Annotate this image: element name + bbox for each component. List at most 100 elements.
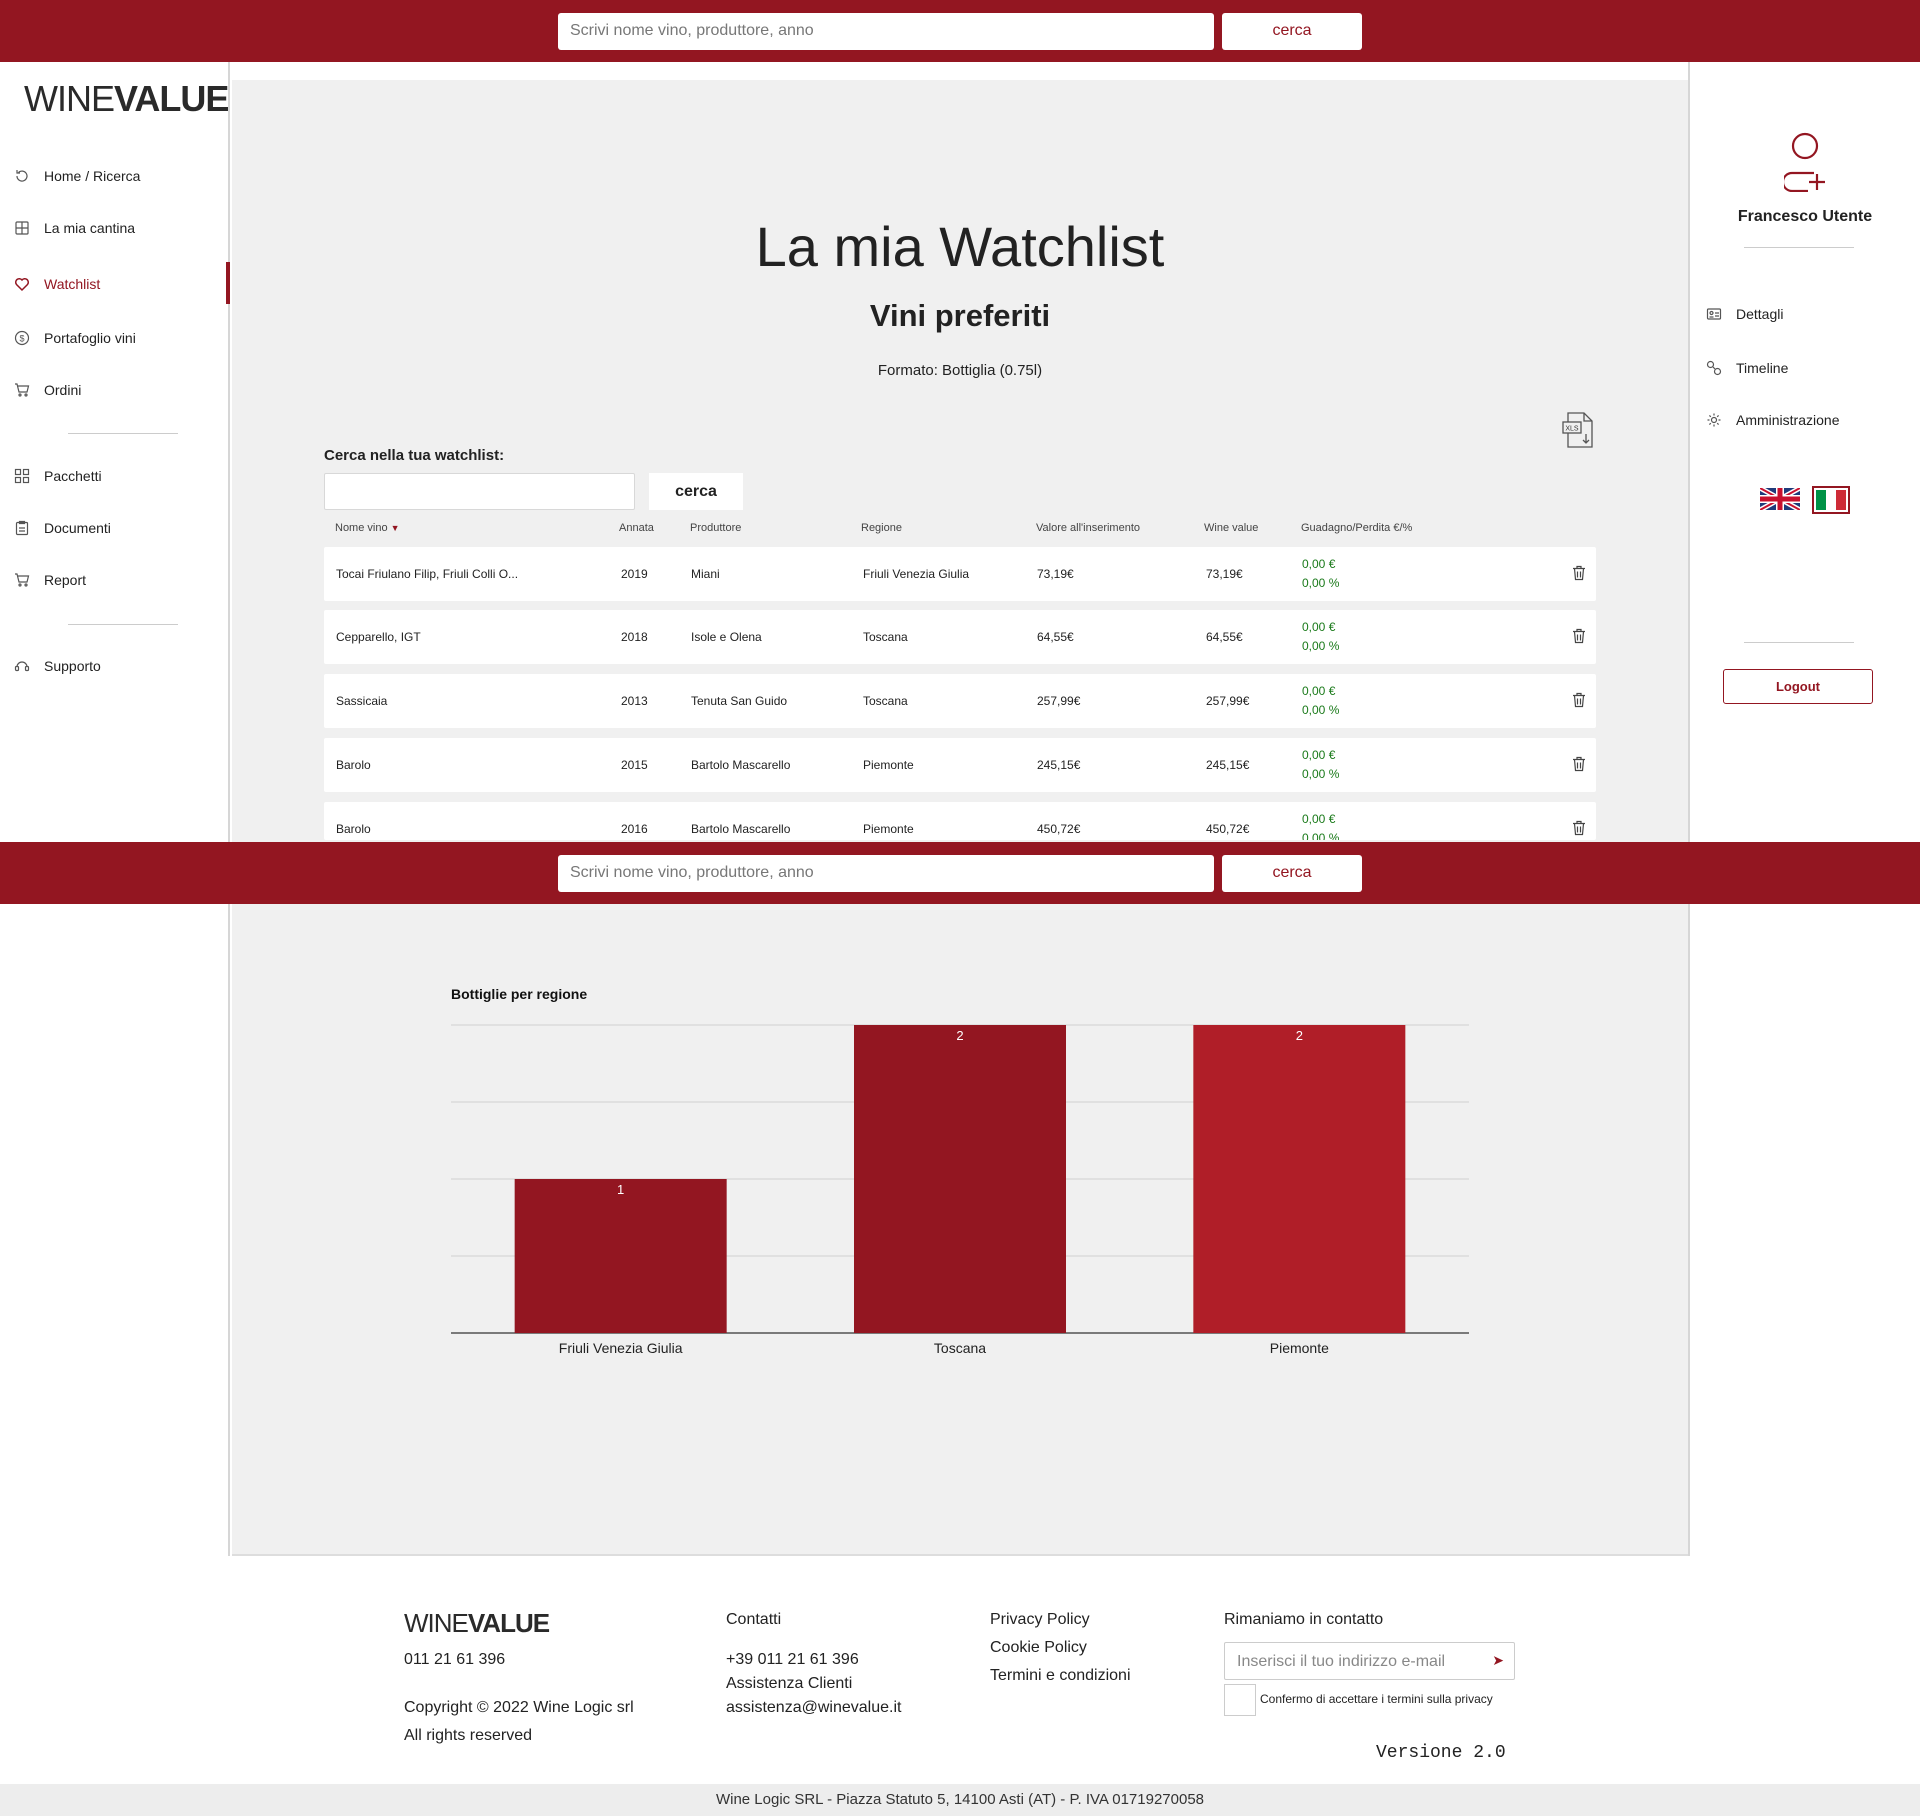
footer-logo-light: WINE xyxy=(404,1608,469,1638)
x-tick-label: Friuli Venezia Giulia xyxy=(559,1340,683,1356)
logout-button[interactable]: Logout xyxy=(1723,669,1873,704)
logo-bold: VALUE xyxy=(114,78,229,119)
cell-region: Toscana xyxy=(863,694,908,708)
bar-friuli-venezia-giulia[interactable] xyxy=(514,1179,727,1333)
user-panel xyxy=(1688,62,1920,842)
format-label: Formato: Bottiglia (0.75l) xyxy=(877,362,1043,379)
cell-gain: 0,00 € 0,00 % xyxy=(1302,618,1339,656)
trash-icon[interactable] xyxy=(1572,628,1586,644)
trash-icon[interactable] xyxy=(1572,820,1586,836)
sidebar-item-home[interactable]: Home / Ricerca xyxy=(14,168,140,184)
data-label: 2 xyxy=(956,1028,963,1043)
privacy-checkbox[interactable] xyxy=(1224,1684,1256,1716)
sidebar-item-label: Portafoglio vini xyxy=(44,330,136,346)
gain-eur: 0,00 € xyxy=(1302,684,1336,698)
it-flag-icon[interactable] xyxy=(1812,486,1850,514)
footer-contacts-title: Contatti xyxy=(726,1611,782,1628)
table-row[interactable]: Barolo 2016 Bartolo Mascarello Piemonte 450,… xyxy=(324,802,1596,840)
column-header-gain[interactable]: Guadagno/Perdita €/% xyxy=(1301,522,1413,534)
right-item-dettagli[interactable]: Dettagli xyxy=(1706,306,1783,322)
table-row[interactable]: Cepparello, IGT 2018 Isole e Olena Toscana 6… xyxy=(324,610,1596,664)
svg-text:$: $ xyxy=(19,334,24,344)
cellar-icon xyxy=(14,220,30,236)
column-header-region[interactable]: Regione xyxy=(861,522,902,534)
footer-contacts-phone: +39 011 21 61 396 xyxy=(726,1651,859,1668)
nav-divider xyxy=(68,433,178,434)
add-user-icon[interactable] xyxy=(1781,130,1826,193)
watchlist-search-input[interactable] xyxy=(324,473,635,510)
page-subtitle: Vini preferiti xyxy=(869,298,1051,333)
xls-export-icon[interactable]: XLS xyxy=(1562,412,1596,448)
sidebar-item-portafoglio[interactable]: $ Portafoglio vini xyxy=(14,330,136,346)
bar-toscana[interactable] xyxy=(854,1025,1066,1333)
footer-logo[interactable]: WINEVALUE xyxy=(404,1608,550,1639)
global-search-input[interactable]: Scrivi nome vino, produttore, anno xyxy=(558,12,1214,50)
privacy-consent-label: Confermo di accettare i termini sulla pr… xyxy=(1260,1692,1493,1706)
sidebar-item-cantina[interactable]: La mia cantina xyxy=(14,220,135,236)
watchlist-search-button[interactable]: cerca xyxy=(649,473,743,510)
column-header-insert-value[interactable]: Valore all'inserimento xyxy=(1036,522,1141,534)
footer-link-cookie[interactable]: Cookie Policy xyxy=(990,1639,1087,1656)
global-search-button[interactable]: cerca xyxy=(1222,12,1362,50)
x-tick-label: Piemonte xyxy=(1270,1340,1329,1356)
sidebar-item-ordini[interactable]: Ordini xyxy=(14,382,81,398)
right-item-label: Timeline xyxy=(1736,360,1789,376)
cell-producer: Tenuta San Guido xyxy=(691,694,788,708)
global-search-button-2[interactable]: cerca xyxy=(1222,854,1362,892)
cell-region: Piemonte xyxy=(863,822,914,836)
section-divider xyxy=(232,1554,1688,1556)
gain-eur: 0,00 € xyxy=(1302,557,1336,571)
logo[interactable]: WINEVALUE xyxy=(24,78,229,120)
column-header-name[interactable]: Nome vino ▼ xyxy=(335,522,400,534)
uk-flag-icon[interactable] xyxy=(1758,485,1802,513)
cell-gain: 0,00 € 0,00 % xyxy=(1302,555,1339,593)
trash-icon[interactable] xyxy=(1572,756,1586,772)
footer-logo-bold: VALUE xyxy=(467,1608,550,1638)
column-header-year[interactable]: Annata xyxy=(619,522,654,534)
trash-icon[interactable] xyxy=(1572,565,1586,581)
dollar-icon: $ xyxy=(14,330,30,346)
gain-eur: 0,00 € xyxy=(1302,748,1336,762)
cell-year: 2016 xyxy=(621,822,648,836)
footer-copyright: Copyright © 2022 Wine Logic srl xyxy=(404,1699,634,1716)
cell-wine-value: 64,55€ xyxy=(1206,630,1243,644)
table-row[interactable]: Tocai Friulano Filip, Friuli Colli O... 2… xyxy=(324,547,1596,601)
right-item-timeline[interactable]: Timeline xyxy=(1706,360,1788,376)
gain-pct: 0,00 % xyxy=(1302,767,1340,781)
timeline-icon xyxy=(1706,360,1722,376)
logout-divider xyxy=(1744,642,1854,643)
gain-pct: 0,00 % xyxy=(1302,576,1340,590)
column-header-producer[interactable]: Produttore xyxy=(690,522,742,534)
footer-link-privacy[interactable]: Privacy Policy xyxy=(990,1611,1090,1628)
history-icon xyxy=(14,168,30,184)
footer-phone: 011 21 61 396 xyxy=(404,1651,506,1668)
bar-piemonte[interactable] xyxy=(1193,1025,1406,1333)
right-item-amministrazione[interactable]: Amministrazione xyxy=(1706,412,1839,428)
gain-pct: 0,00 % xyxy=(1302,703,1340,717)
sidebar-item-report[interactable]: Report xyxy=(14,572,86,588)
trash-icon[interactable] xyxy=(1572,692,1586,708)
sidebar-item-documenti[interactable]: Documenti xyxy=(14,520,111,536)
xls-export-label: XLS xyxy=(1565,426,1579,433)
cell-gain: 0,00 € 0,00 % xyxy=(1302,746,1339,784)
sidebar-item-supporto[interactable]: Supporto xyxy=(14,658,101,674)
sort-down-icon: ▼ xyxy=(390,523,400,533)
table-row[interactable]: Sassicaia 2013 Tenuta San Guido Toscana 257,… xyxy=(324,674,1596,728)
send-arrow-icon[interactable]: ➤ xyxy=(1492,1652,1504,1668)
footer-contacts-email[interactable]: assistenza@winevalue.it xyxy=(726,1699,902,1716)
global-search-input-2[interactable]: Scrivi nome vino, produttore, anno xyxy=(558,854,1214,892)
data-label: 1 xyxy=(617,1182,624,1197)
cell-wine-value: 73,19€ xyxy=(1206,567,1243,581)
cell-region: Piemonte xyxy=(863,758,914,772)
cell-region: Friuli Venezia Giulia xyxy=(863,567,970,581)
gain-eur: 0,00 € xyxy=(1302,812,1336,826)
sidebar-item-pacchetti[interactable]: Pacchetti xyxy=(14,468,102,484)
sidebar-item-label: Ordini xyxy=(44,382,82,398)
cell-year: 2013 xyxy=(621,694,648,708)
sidebar-item-watchlist[interactable]: Watchlist xyxy=(14,276,100,292)
top-search-bar-2: Scrivi nome vino, produttore, anno cerca xyxy=(0,842,1920,904)
column-header-wine-value[interactable]: Wine value xyxy=(1204,522,1259,534)
footer-link-terms[interactable]: Termini e condizioni xyxy=(990,1667,1131,1684)
table-row[interactable]: Barolo 2015 Bartolo Mascarello Piemonte 245,… xyxy=(324,738,1596,792)
newsletter-email-input[interactable]: Inserisci il tuo indirizzo e-mail ➤ xyxy=(1224,1642,1515,1680)
